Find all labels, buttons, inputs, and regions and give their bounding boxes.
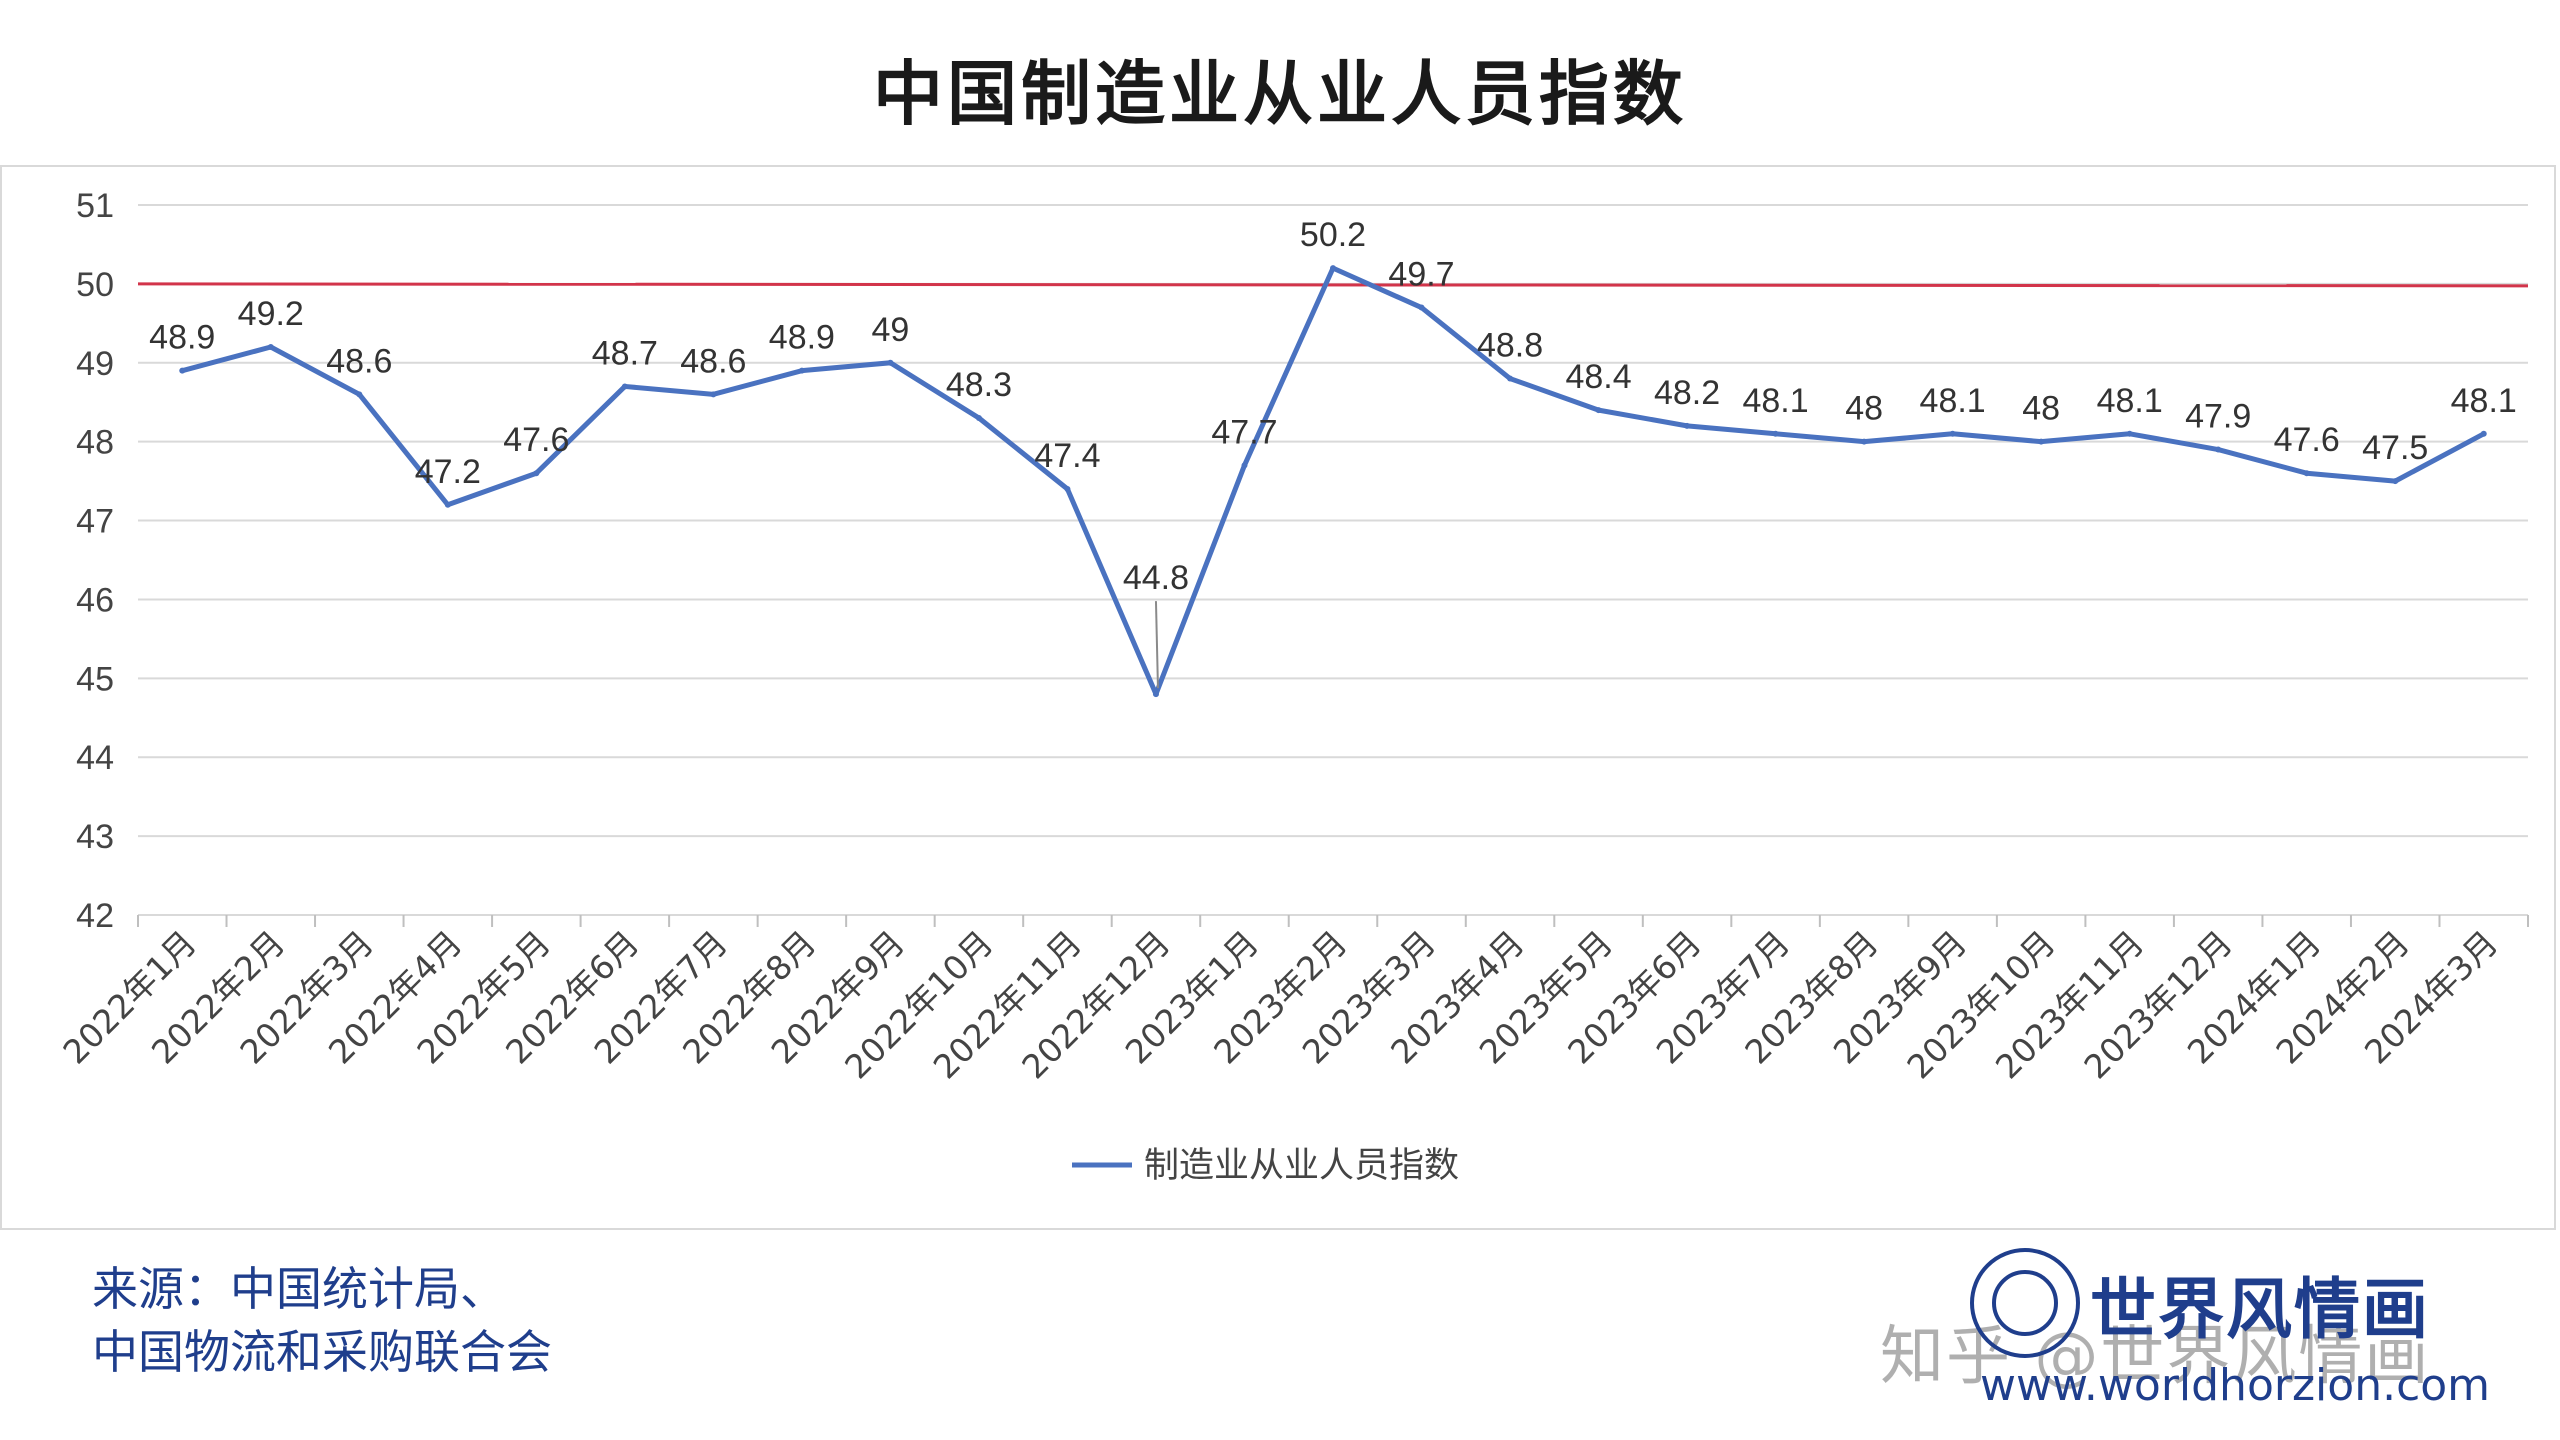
data-label: 48.6 — [680, 342, 746, 380]
data-label: 48.1 — [2097, 382, 2163, 420]
data-label: 47.6 — [2274, 421, 2340, 459]
data-label: 47.9 — [2185, 398, 2251, 436]
data-label: 48.8 — [1477, 327, 1543, 365]
data-point — [1152, 691, 1159, 698]
data-point — [1949, 430, 1956, 437]
y-tick-label: 46 — [76, 581, 114, 619]
leader-line — [1154, 601, 1159, 689]
data-label: 48 — [1845, 390, 1883, 428]
data-label: 49.2 — [238, 295, 304, 333]
legend-label: 制造业从业人员指数 — [1144, 1146, 1459, 1186]
data-point — [975, 415, 982, 421]
brand-name: 世界风情画 — [2090, 1271, 2430, 1348]
y-tick-label: 44 — [76, 739, 114, 777]
series-line — [179, 265, 2487, 697]
y-tick-label: 49 — [76, 345, 114, 383]
data-point — [2038, 438, 2045, 445]
y-tick-label: 42 — [76, 897, 114, 935]
data-point — [2303, 470, 2310, 477]
data-label: 48.1 — [2451, 382, 2517, 420]
data-point — [1330, 265, 1336, 272]
source-line-2: 中国物流和采购联合会 — [92, 1325, 552, 1379]
data-label: 49.7 — [1388, 256, 1454, 294]
brand-url: www.worldhorzion.com — [1980, 1360, 2491, 1411]
y-tick-label: 45 — [76, 660, 114, 698]
watermark: 知乎 @世界风情画 — [1880, 1320, 2431, 1394]
data-point — [444, 501, 451, 508]
data-label: 48.9 — [149, 319, 215, 357]
data-label: 48.6 — [326, 342, 392, 380]
source-line-1: 来源：中国统计局、 — [92, 1262, 506, 1316]
data-label: 47.5 — [2362, 429, 2428, 467]
chart-title: 中国制造业从业人员指数 — [873, 53, 1687, 135]
y-tick-label: 47 — [76, 503, 114, 541]
data-point — [1064, 486, 1071, 492]
data-point — [356, 391, 363, 398]
data-label: 47.6 — [503, 421, 569, 459]
line-chart: 424344454647484950512022年1月2022年2月2022年3… — [55, 187, 2529, 1186]
reference-line — [137, 282, 2529, 288]
data-label: 47.4 — [1034, 437, 1100, 475]
data-point — [1418, 304, 1425, 311]
data-point — [267, 344, 274, 350]
data-label: 47.7 — [1211, 413, 1277, 451]
data-label: 48.7 — [592, 334, 658, 372]
data-point — [621, 383, 628, 390]
data-point — [179, 367, 186, 374]
data-point — [1595, 407, 1602, 414]
data-point — [2215, 446, 2222, 453]
y-tick-label: 43 — [76, 818, 114, 856]
data-label: 48.9 — [769, 319, 835, 357]
data-label: 48.1 — [1742, 382, 1808, 420]
brand-block: 世界风情画 www.worldhorzion.com — [1960, 1248, 2500, 1418]
data-label: 48 — [2022, 390, 2060, 428]
data-point — [1507, 375, 1514, 382]
data-label: 48.2 — [1654, 374, 1720, 412]
data-point — [1684, 422, 1691, 429]
data-point — [710, 391, 717, 398]
data-label: 48.3 — [946, 366, 1012, 404]
data-point — [2480, 430, 2487, 437]
source-note: 来源：中国统计局、 中国物流和采购联合会 — [92, 1258, 552, 1384]
data-point — [1241, 462, 1248, 469]
data-point — [1861, 438, 1868, 445]
y-tick-label: 51 — [76, 187, 114, 225]
data-point — [2126, 430, 2133, 437]
data-label: 47.2 — [415, 453, 481, 491]
data-point — [2392, 478, 2399, 485]
data-label: 49 — [871, 311, 909, 349]
data-label: 48.4 — [1565, 358, 1631, 396]
data-point — [798, 367, 805, 374]
y-tick-label: 48 — [76, 424, 114, 462]
data-label: 48.1 — [1920, 382, 1986, 420]
chart-area: 42 43 44 45 46 47 48 49 50 51 2022年1月 2022年2月 2022年3… — [0, 165, 2556, 1230]
data-point — [533, 470, 540, 477]
globe-logo-icon — [1970, 1248, 2080, 1358]
data-label: 50.2 — [1300, 216, 1366, 254]
data-point — [887, 359, 894, 366]
y-tick-label: 50 — [76, 266, 114, 304]
data-label: 44.8 — [1123, 559, 1189, 597]
data-point — [1772, 430, 1779, 437]
